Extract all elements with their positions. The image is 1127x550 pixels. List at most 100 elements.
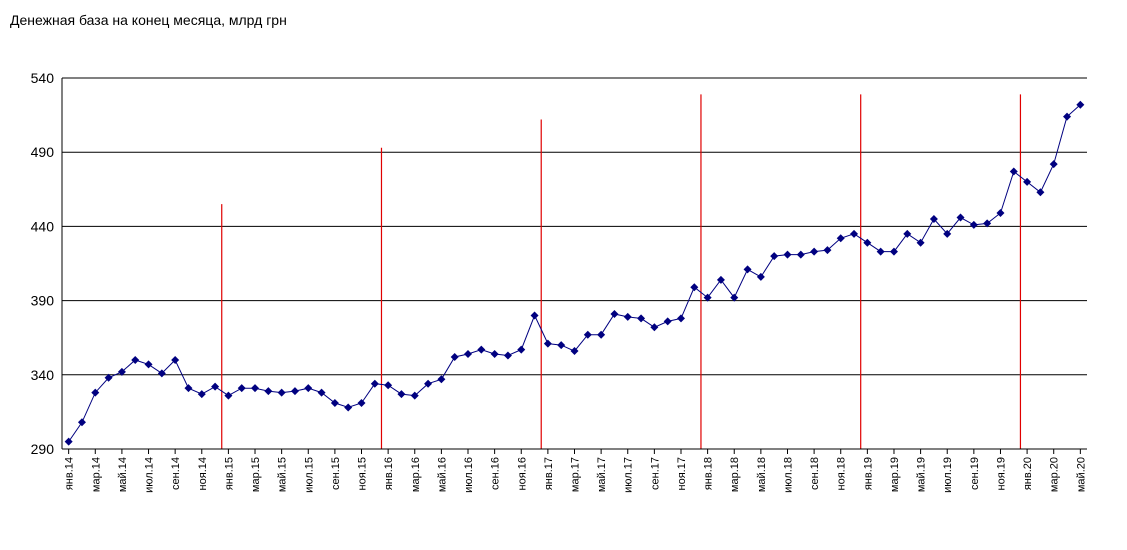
year-markers [221, 94, 1022, 449]
data-point [503, 351, 512, 360]
data-point [676, 314, 685, 323]
x-tick-label: май.20 [1075, 457, 1087, 492]
grid-lines [61, 77, 1087, 450]
data-point [264, 387, 273, 396]
data-point [197, 390, 206, 399]
data-point [1009, 167, 1018, 176]
data-point [650, 323, 659, 332]
x-tick-label: янв.20 [1022, 457, 1034, 490]
x-tick-label: мар.15 [250, 457, 262, 492]
x-tick-label: май.18 [756, 457, 768, 492]
x-tick-label: ноя.14 [197, 457, 209, 490]
x-tick-label: сен.19 [969, 457, 981, 490]
data-point [730, 293, 739, 302]
data-point [370, 379, 379, 388]
x-tick-label: янв.15 [223, 457, 235, 490]
data-point [916, 238, 925, 247]
data-point [91, 388, 100, 397]
x-tick-label: мар.17 [570, 457, 582, 492]
data-point [1076, 100, 1085, 109]
x-tick-label: июл.18 [782, 457, 794, 493]
series-line [68, 104, 1081, 442]
x-tick-label: сен.16 [490, 457, 502, 490]
x-tick-label: май.14 [117, 457, 129, 492]
data-point [557, 341, 566, 350]
data-point [663, 317, 672, 326]
x-tick-label: янв.19 [862, 457, 874, 490]
x-tick-label: июл.17 [623, 457, 635, 493]
data-point [929, 214, 938, 223]
data-point [863, 238, 872, 247]
data-point [171, 355, 180, 364]
series-main [64, 100, 1085, 446]
data-point [330, 398, 339, 407]
data-point [290, 387, 299, 396]
data-point [570, 347, 579, 356]
data-point [384, 381, 393, 390]
data-point [956, 213, 965, 222]
data-point [464, 350, 473, 359]
x-tick-label: июл.14 [144, 457, 156, 493]
y-tick-label: 290 [31, 441, 55, 457]
data-point [637, 314, 646, 323]
x-tick-label: ноя.19 [995, 457, 1007, 490]
chart-title: Денежная база на конец месяца, млрд грн [10, 12, 287, 28]
data-point [850, 229, 859, 238]
data-point [796, 250, 805, 259]
data-point [77, 418, 86, 427]
data-point [583, 330, 592, 339]
data-point [530, 311, 539, 320]
data-point [211, 382, 220, 391]
x-tick-label: ноя.16 [516, 457, 528, 490]
x-tick-label: май.19 [916, 457, 928, 492]
y-tick-label: 390 [31, 293, 55, 309]
data-point [690, 283, 699, 292]
x-tick-label: янв.17 [543, 457, 555, 490]
x-tick-label: сен.15 [330, 457, 342, 490]
data-point [770, 252, 779, 261]
x-tick-label: сен.18 [809, 457, 821, 490]
data-point [1063, 112, 1072, 121]
data-point [889, 247, 898, 256]
data-point [1049, 160, 1058, 169]
x-tick-label: июл.16 [463, 457, 475, 493]
data-point [317, 388, 326, 397]
x-tick-label: май.17 [596, 457, 608, 492]
data-point [304, 384, 313, 393]
data-point [756, 272, 765, 281]
data-point [397, 390, 406, 399]
data-point [117, 367, 126, 376]
data-point [1036, 188, 1045, 197]
data-point [836, 234, 845, 243]
data-point [344, 403, 353, 412]
data-point [983, 219, 992, 228]
data-point [543, 339, 552, 348]
data-point [357, 398, 366, 407]
x-tick-label: мар.18 [729, 457, 741, 492]
x-tick-label: мар.20 [1049, 457, 1061, 492]
data-point [996, 209, 1005, 218]
x-tick-label: ноя.17 [676, 457, 688, 490]
x-tick-label: июл.15 [303, 457, 315, 493]
y-tick-label: 340 [31, 367, 55, 383]
data-point [131, 355, 140, 364]
y-tick-label: 490 [31, 144, 55, 160]
x-axis-ticks: янв.14 мар.14 май.14 июл.14 сен.14 ноя.14 янв.… [62, 448, 1087, 493]
x-tick-label: мар.16 [410, 457, 422, 492]
data-point [623, 312, 632, 321]
x-tick-label: сен.17 [649, 457, 661, 490]
data-point [437, 375, 446, 384]
data-point [490, 350, 499, 359]
x-tick-label: май.16 [436, 457, 448, 492]
data-point [104, 373, 113, 382]
data-point [716, 275, 725, 284]
data-point [703, 293, 712, 302]
x-tick-label: май.15 [277, 457, 289, 492]
x-tick-label: июл.19 [942, 457, 954, 493]
data-point [517, 345, 526, 354]
data-point [251, 384, 260, 393]
data-point [410, 391, 419, 400]
data-point [823, 246, 832, 255]
data-point [943, 229, 952, 238]
